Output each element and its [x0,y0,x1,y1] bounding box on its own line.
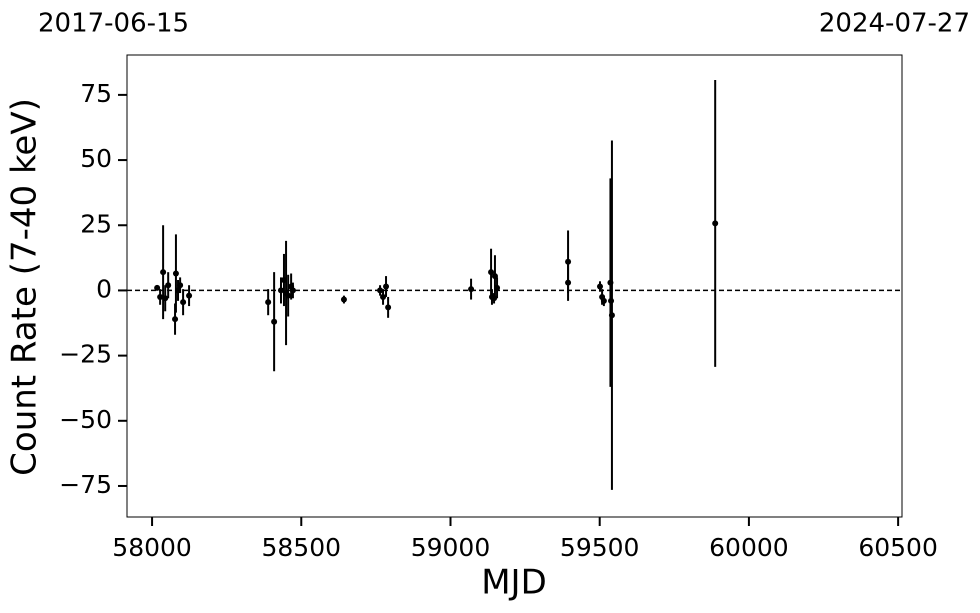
data-point [565,279,572,286]
data-point [160,269,167,276]
data-point [277,287,284,294]
x-tick-label: 60500 [858,533,938,562]
data-point [600,297,607,304]
data-point [712,220,719,227]
data-point [385,304,392,311]
data-point [180,299,187,306]
data-point [177,282,184,289]
data-point [289,287,296,294]
data-point [162,295,169,302]
y-tick-label: −25 [59,340,112,369]
data-point [271,318,278,325]
x-tick-label: 58500 [262,533,342,562]
top-left-label: 2017-06-15 [38,9,189,39]
plot-frame [126,54,903,518]
data-point [265,299,272,306]
x-tick-label: 58000 [112,533,192,562]
x-axis-label: MJD [481,563,547,603]
y-tick-label: 0 [96,274,112,303]
y-tick-label: 75 [80,79,112,108]
data-point [377,287,384,294]
y-tick-label: −50 [59,405,112,434]
data-point [608,312,615,319]
y-tick-label: −75 [59,470,112,499]
data-point [494,284,501,291]
data-point [340,296,347,303]
x-tick-label: 59000 [411,533,491,562]
x-tick-label: 60000 [709,533,789,562]
data-point [596,283,603,290]
x-tick-label: 59500 [560,533,640,562]
data-point [157,293,164,300]
data-point [172,270,179,277]
data-point [383,283,390,290]
data-point [565,258,572,265]
data-point [468,286,475,293]
data-point [380,293,387,300]
y-tick-label: 25 [80,209,112,238]
data-point [285,292,292,299]
data-point [165,282,172,289]
data-point [186,292,193,299]
data-point [172,316,179,323]
data-point [488,269,495,276]
y-axis-label: Count Rate (7-40 keV) [5,98,45,476]
top-right-label: 2024-07-27 [819,9,970,39]
data-point [154,284,161,291]
y-tick-label: 50 [80,144,112,173]
